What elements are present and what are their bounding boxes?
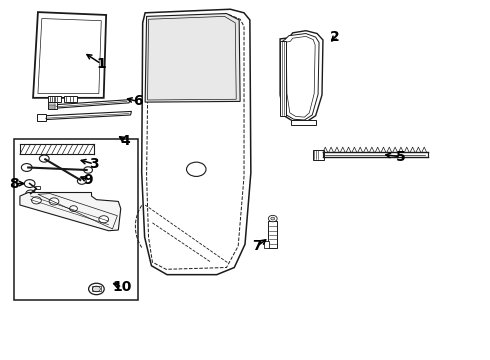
Text: 3: 3 [89,157,99,171]
Polygon shape [33,12,106,98]
Circle shape [22,163,32,171]
Circle shape [70,206,77,211]
Polygon shape [280,31,323,122]
Circle shape [84,167,93,173]
Polygon shape [145,14,240,102]
Text: 9: 9 [83,173,93,187]
Bar [291,120,316,125]
Circle shape [39,155,49,162]
Text: 2: 2 [330,30,340,44]
Circle shape [89,283,104,295]
Bar [313,150,324,159]
Circle shape [93,286,100,292]
Text: 8: 8 [9,176,19,190]
Circle shape [26,190,35,197]
Bar [264,241,270,248]
Text: 5: 5 [396,150,406,164]
Text: 10: 10 [113,280,132,294]
Bar [34,186,40,189]
Bar [280,41,286,116]
Bar [37,114,46,121]
Polygon shape [142,9,251,275]
Circle shape [49,198,59,205]
Circle shape [99,216,109,223]
Circle shape [269,215,277,222]
Polygon shape [283,33,319,120]
Bar [48,102,57,109]
Bar [269,221,277,248]
Circle shape [271,217,275,220]
Circle shape [31,197,41,204]
Bar [48,96,61,102]
Polygon shape [20,193,121,231]
Polygon shape [50,100,130,109]
Bar [14,139,138,300]
Text: 1: 1 [97,57,106,71]
Bar [64,96,77,102]
Circle shape [77,178,86,184]
Bar [92,287,101,292]
Text: 6: 6 [133,94,143,108]
Circle shape [24,180,35,188]
Text: 4: 4 [121,134,130,148]
Polygon shape [38,111,131,120]
Text: 7: 7 [252,239,262,253]
